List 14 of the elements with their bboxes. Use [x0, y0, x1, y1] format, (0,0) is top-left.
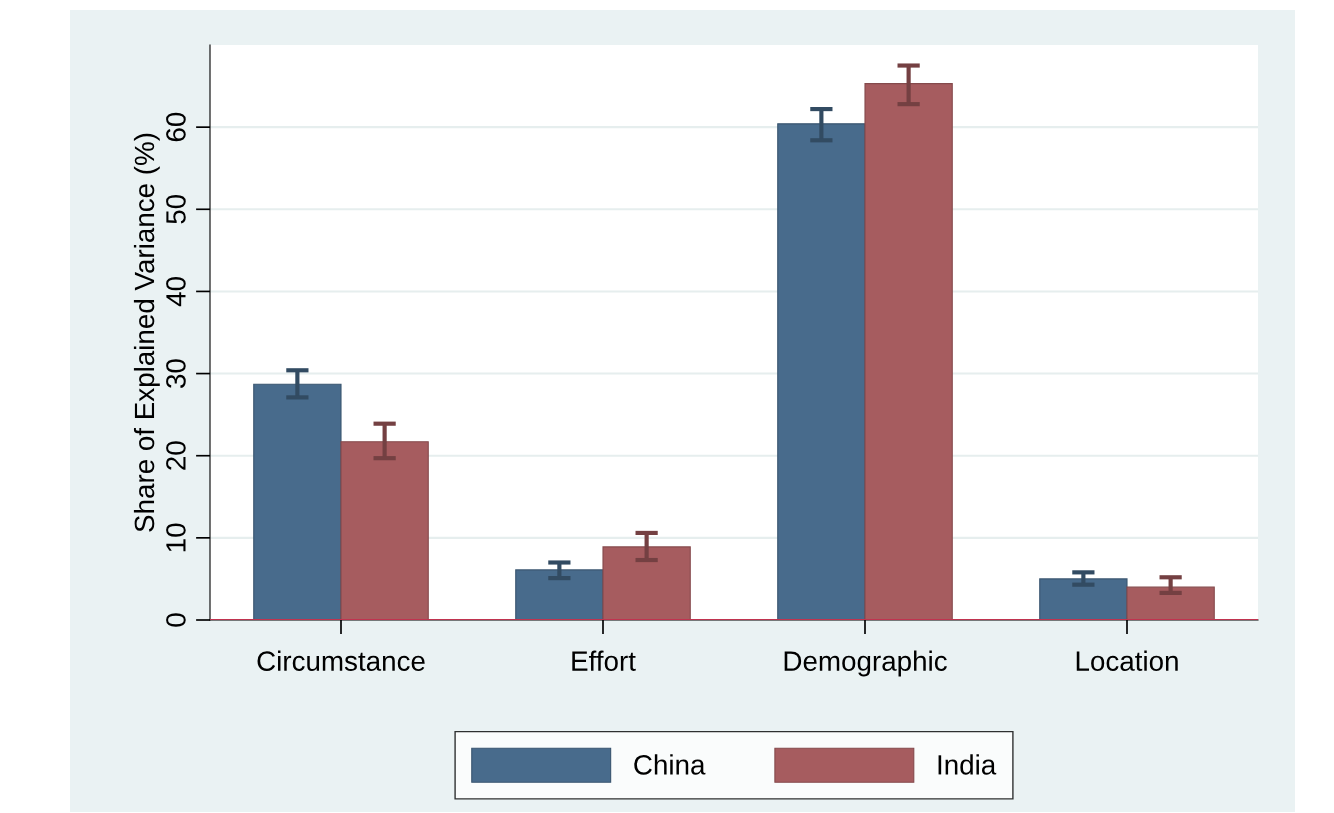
y-tick-label: 60: [166, 112, 186, 142]
legend-label: China: [634, 754, 706, 775]
x-tick-label: Location: [1076, 650, 1178, 671]
x-tick-label: Circumstance: [257, 650, 425, 671]
y-tick-label: 10: [166, 523, 186, 552]
x-tick-label: Effort: [572, 650, 636, 671]
x-tick-label: Demographic: [784, 650, 947, 677]
y-tick-label: 20: [166, 441, 186, 470]
legend-label: India: [938, 754, 997, 775]
y-tick-label: 50: [166, 194, 186, 224]
y-tick-label: 40: [166, 277, 186, 307]
y-axis-title: Share of Explained Variance (%): [133, 133, 160, 532]
y-tick-label: 0: [166, 613, 186, 627]
y-tick-label: 30: [166, 359, 186, 388]
